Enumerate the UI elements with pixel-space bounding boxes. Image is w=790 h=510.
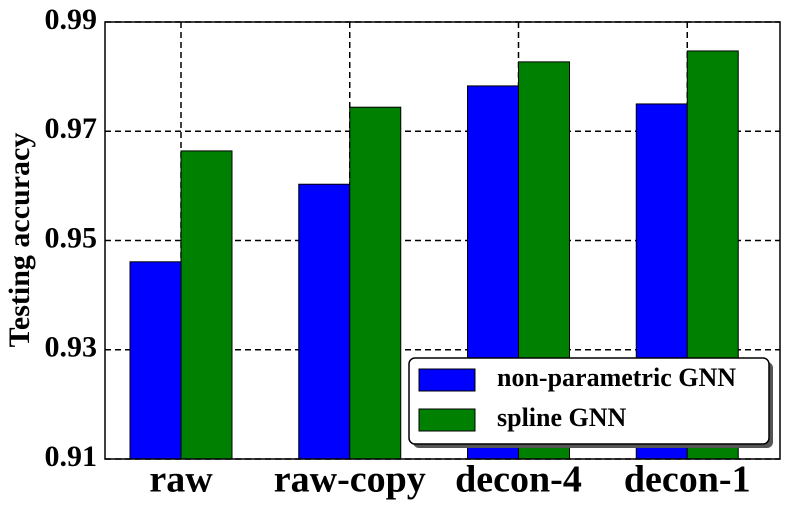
y-tick-label: 0.99 [45,3,98,36]
plot-frame [104,21,781,460]
x-tick-label: decon-1 [624,459,751,501]
legend-label: spline GNN [497,403,627,432]
bar [180,150,233,460]
bar [129,261,182,460]
legend-swatch [418,408,476,432]
x-tick-label: decon-4 [455,459,582,501]
legend-label: non-parametric GNN [497,363,736,392]
x-tick-label: raw [149,459,213,501]
y-tick-label: 0.91 [45,440,98,473]
y-tick-label: 0.95 [45,221,98,254]
y-tick-label: 0.93 [45,331,98,364]
legend-swatch [418,368,476,392]
y-tick-label: 0.97 [45,112,98,145]
legend-box [408,357,770,445]
x-tick-label: raw-copy [274,459,426,501]
bar [298,183,351,460]
y-axis-label: Testing accuracy [3,133,36,348]
bar [349,106,402,460]
